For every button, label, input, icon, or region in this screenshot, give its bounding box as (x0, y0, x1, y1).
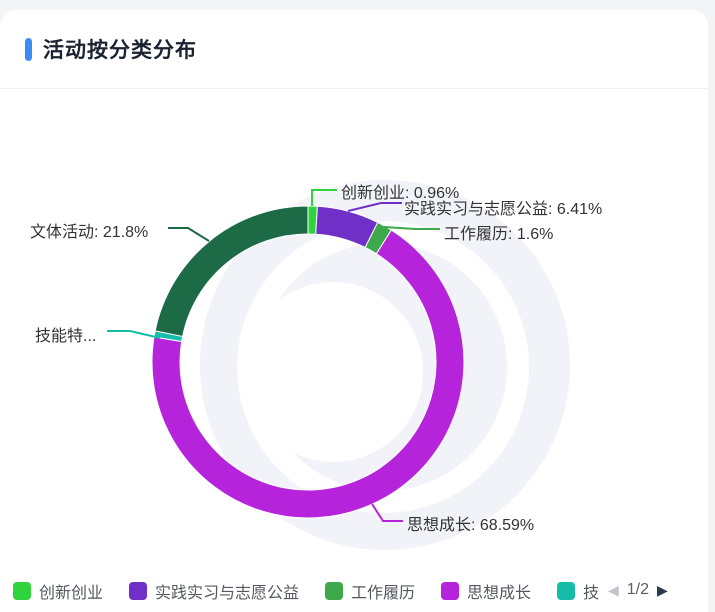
legend-pager: ◀ 1/2 ▶ (608, 579, 668, 601)
slice-label-innovation: 创新创业: 0.96% (341, 185, 460, 202)
legend-label: 工作履历 (351, 585, 416, 602)
legend-item-innovation[interactable]: 创新创业 (13, 579, 103, 603)
title-accent-bar (25, 37, 32, 61)
label-line-1 (347, 202, 402, 212)
pie-slice-5[interactable] (154, 205, 309, 337)
legend-label: 思想成长 (467, 585, 532, 602)
legend-swatch-work (325, 582, 344, 600)
legend-item-skills[interactable]: 技 (557, 579, 601, 603)
legend-item-ideology[interactable]: 思想成长 (441, 579, 531, 603)
halo-highlight (243, 282, 423, 462)
slice-label-skills: 技能特... (35, 328, 97, 345)
legend-item-work[interactable]: 工作履历 (325, 579, 415, 603)
label-line-2 (383, 226, 440, 230)
legend-prev-page-icon[interactable]: ◀ (608, 582, 619, 598)
label-line-5 (168, 227, 210, 242)
legend-next-page-icon[interactable]: ▶ (657, 582, 668, 598)
slice-label-practice: 实践实习与志愿公益: 6.41% (404, 201, 603, 218)
label-line-0 (311, 189, 337, 206)
legend-label: 创新创业 (39, 585, 104, 602)
label-line-4 (107, 330, 161, 339)
label-line-3 (371, 503, 403, 522)
chart-legend: 创新创业 实践实习与志愿公益 工作履历 思想成长 技 (13, 579, 605, 603)
slice-label-sports: 文体活动: 21.8% (30, 224, 149, 241)
legend-swatch-skills (557, 582, 576, 600)
legend-swatch-ideology (441, 582, 460, 600)
legend-page-indicator: 1/2 (626, 581, 650, 598)
legend-item-practice[interactable]: 实践实习与志愿公益 (129, 579, 299, 603)
legend-swatch-innovation (13, 582, 31, 600)
legend-swatch-practice (129, 582, 148, 600)
legend-label: 技 (583, 585, 600, 602)
page-title: 活动按分类分布 (43, 39, 197, 62)
slice-label-ideology: 思想成长: 68.59% (407, 517, 535, 534)
card-header: 活动按分类分布 (0, 10, 708, 89)
legend-label: 实践实习与志愿公益 (155, 585, 300, 602)
slice-label-work: 工作履历: 1.6% (444, 226, 554, 243)
pie-slice-3[interactable] (151, 229, 465, 519)
